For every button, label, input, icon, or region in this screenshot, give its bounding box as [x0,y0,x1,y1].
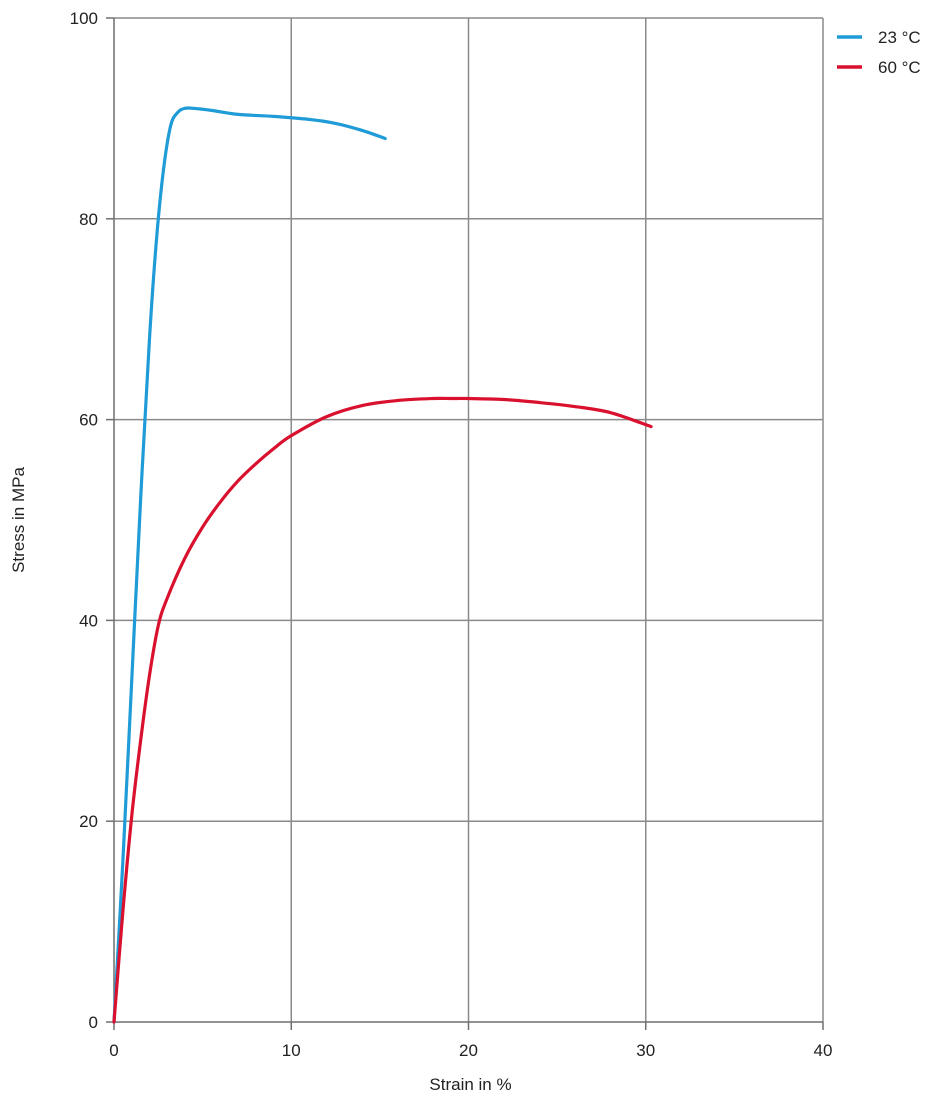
x-tick-label: 40 [814,1041,833,1060]
y-tick-label: 80 [79,210,98,229]
legend: 23 °C 60 °C [837,28,921,77]
y-tick-label: 40 [79,611,98,630]
series-line-1 [112,106,387,1024]
y-axis-title: Stress in MPa [9,467,28,573]
y-tick-label: 100 [70,9,98,28]
y-tick-label: 20 [79,812,98,831]
x-tick-label: 10 [282,1041,301,1060]
axes [106,17,824,1030]
series-line-2 [112,396,653,1024]
x-tick-label: 30 [636,1041,655,1060]
x-tick-label: 20 [459,1041,478,1060]
legend-label-1: 23 °C [878,28,921,47]
legend-label-2: 60 °C [878,58,921,77]
x-tick-label: 0 [109,1041,118,1060]
grid [114,17,824,1022]
tick-labels: 0 10 20 30 40 0 20 40 60 80 100 [70,9,833,1060]
series-lines [112,106,653,1024]
x-axis-title: Strain in % [429,1075,511,1094]
y-tick-label: 0 [89,1013,98,1032]
y-tick-label: 60 [79,411,98,430]
